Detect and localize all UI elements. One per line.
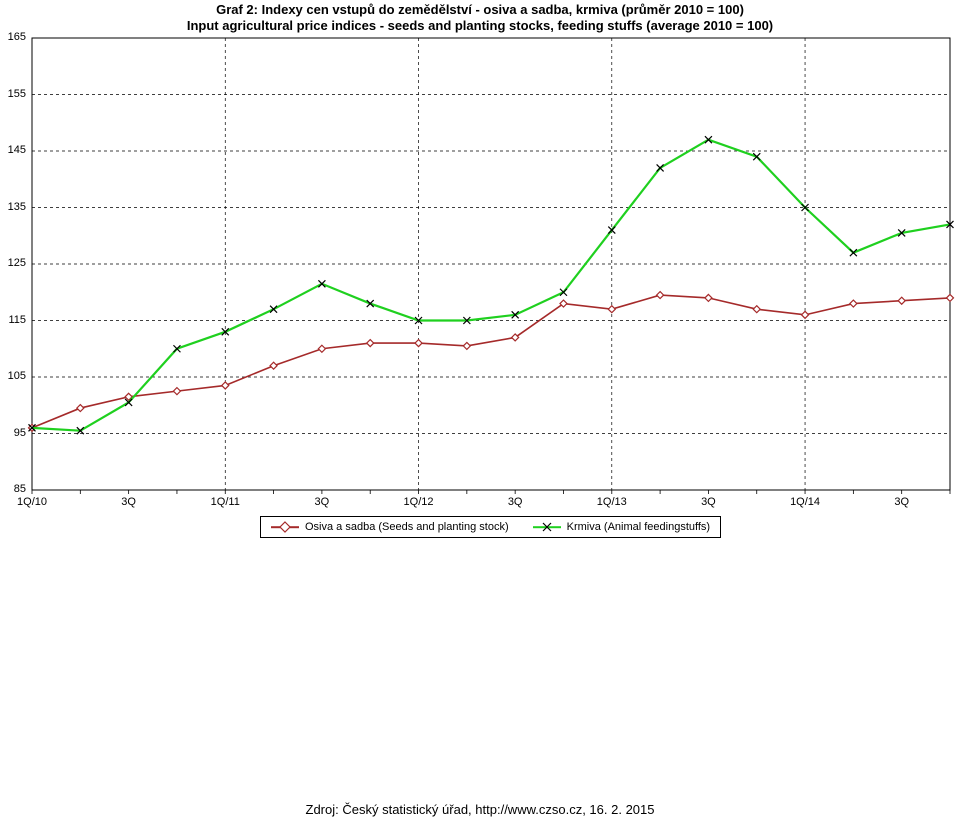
chart-source: Zdroj: Český statistický úřad, http://ww… <box>0 802 960 817</box>
y-tick-label: 105 <box>2 370 26 382</box>
y-tick-label: 155 <box>2 88 26 100</box>
x-tick-label: 1Q/11 <box>211 496 240 508</box>
legend-swatch <box>271 521 299 533</box>
x-tick-label: 3Q <box>894 496 909 508</box>
x-tick-label: 3Q <box>508 496 523 508</box>
chart-canvas <box>0 0 960 560</box>
x-tick-label: 3Q <box>701 496 716 508</box>
y-tick-label: 85 <box>2 483 26 495</box>
y-tick-label: 115 <box>2 314 26 326</box>
x-tick-label: 1Q/12 <box>404 496 434 508</box>
y-tick-label: 135 <box>2 201 26 213</box>
x-tick-label: 1Q/10 <box>17 496 47 508</box>
legend-item: Krmiva (Animal feedingstuffs) <box>533 521 710 533</box>
x-tick-label: 3Q <box>315 496 330 508</box>
x-tick-label: 3Q <box>121 496 136 508</box>
legend-label: Krmiva (Animal feedingstuffs) <box>567 521 710 533</box>
chart-legend: Osiva a sadba (Seeds and planting stock)… <box>260 516 721 538</box>
x-tick-label: 1Q/14 <box>790 496 820 508</box>
legend-label: Osiva a sadba (Seeds and planting stock) <box>305 521 509 533</box>
legend-item: Osiva a sadba (Seeds and planting stock) <box>271 521 509 533</box>
legend-swatch <box>533 521 561 533</box>
y-tick-label: 125 <box>2 257 26 269</box>
y-tick-label: 165 <box>2 31 26 43</box>
y-tick-label: 95 <box>2 427 26 439</box>
y-tick-label: 145 <box>2 144 26 156</box>
x-tick-label: 1Q/13 <box>597 496 627 508</box>
